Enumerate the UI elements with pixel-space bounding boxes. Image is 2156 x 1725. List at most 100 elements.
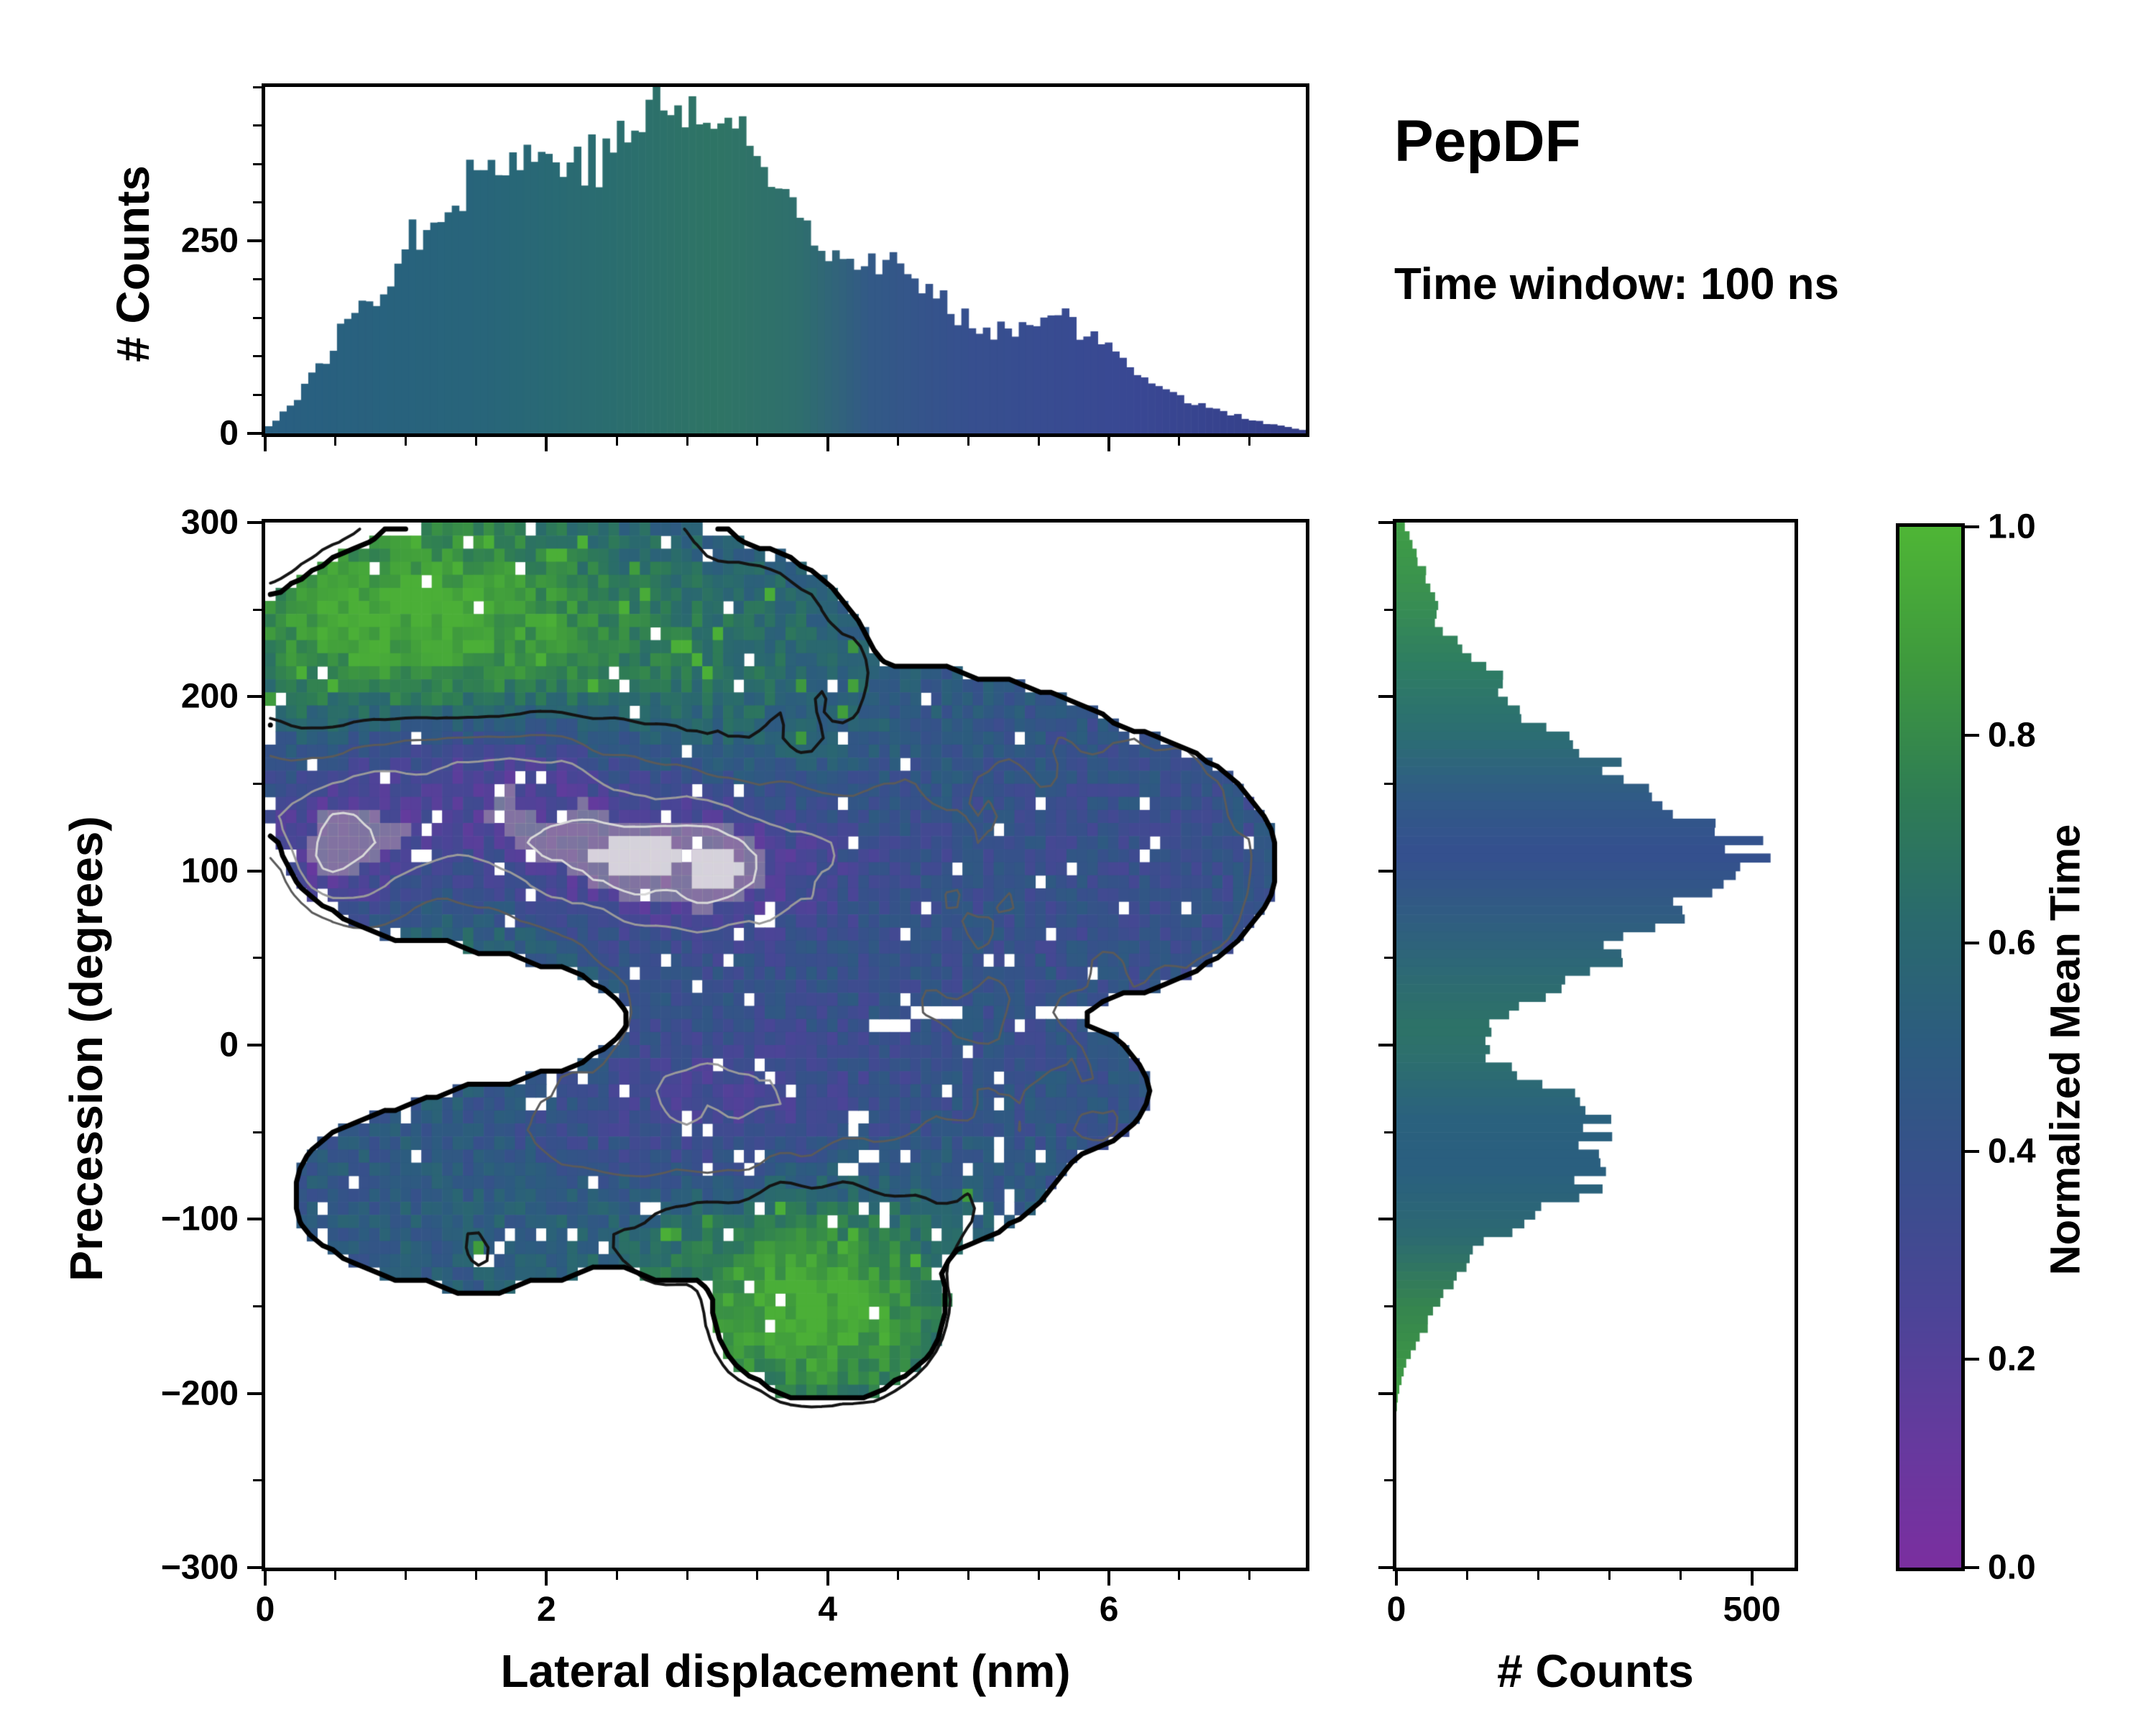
tick-mark: [247, 1566, 262, 1569]
tick-mark: [1965, 1358, 1979, 1361]
tick-label: 0.8: [1988, 716, 2036, 755]
heatmap-canvas: [265, 523, 1306, 1568]
right-hist-x-axis-label: # Counts: [1497, 1645, 1694, 1697]
tick-mark: [247, 521, 262, 524]
tick-mark: [1384, 1131, 1393, 1133]
tick-label: 0.4: [1988, 1132, 2036, 1171]
tick-mark: [253, 86, 262, 88]
figure-subtitle: Time window: 100 ns: [1394, 259, 1840, 309]
tick-mark: [1608, 1571, 1611, 1580]
tick-mark: [247, 432, 262, 435]
tick-label: 250: [180, 221, 239, 260]
tick-mark: [1384, 783, 1393, 785]
tick-mark: [264, 437, 267, 451]
tick-label: 2: [536, 1591, 556, 1629]
tick-mark: [1965, 1149, 1979, 1153]
tick-mark: [253, 201, 262, 204]
main-x-axis-label: Lateral displacement (nm): [500, 1645, 1071, 1697]
tick-label: 6: [1099, 1591, 1119, 1629]
tick-mark: [253, 1479, 262, 1482]
tick-mark: [475, 437, 477, 446]
top-histogram-canvas: [265, 87, 1306, 433]
tick-label: 0.2: [1988, 1340, 2036, 1379]
tick-mark: [247, 695, 262, 699]
tick-label: 0.0: [1988, 1548, 2036, 1587]
tick-mark: [253, 1305, 262, 1307]
tick-mark: [545, 437, 548, 451]
colorbar-panel: [1896, 523, 1965, 1571]
tick-mark: [615, 1571, 618, 1580]
tick-mark: [253, 608, 262, 611]
tick-mark: [826, 1571, 829, 1586]
tick-label: −200: [160, 1374, 239, 1413]
tick-label: 500: [1723, 1591, 1781, 1629]
tick-label: −100: [160, 1200, 239, 1238]
tick-mark: [1378, 1566, 1393, 1569]
colorbar-label: Normalized Mean Time: [2042, 824, 2089, 1276]
tick-label: 0: [219, 414, 239, 453]
tick-mark: [1378, 1218, 1393, 1221]
top-histogram-panel: [262, 83, 1309, 437]
tick-mark: [897, 437, 900, 446]
tick-mark: [253, 124, 262, 127]
tick-mark: [1965, 733, 1979, 737]
heatmap-panel: [262, 519, 1309, 1571]
tick-mark: [253, 355, 262, 358]
tick-mark: [253, 316, 262, 319]
tick-mark: [1178, 437, 1181, 446]
tick-mark: [1378, 521, 1393, 524]
tick-mark: [1037, 1571, 1040, 1580]
tick-mark: [686, 437, 688, 446]
tick-mark: [967, 1571, 969, 1580]
tick-mark: [1248, 437, 1251, 446]
tick-label: 4: [818, 1591, 838, 1629]
tick-mark: [253, 393, 262, 396]
tick-mark: [686, 1571, 688, 1580]
tick-mark: [253, 278, 262, 281]
figure-title: PepDF: [1394, 109, 1581, 174]
tick-mark: [1248, 1571, 1251, 1580]
tick-label: 1.0: [1988, 507, 2036, 546]
tick-mark: [1178, 1571, 1181, 1580]
top-hist-y-axis-label: # Counts: [107, 165, 159, 362]
tick-mark: [334, 1571, 337, 1580]
tick-mark: [1965, 1566, 1979, 1569]
tick-mark: [1384, 957, 1393, 960]
tick-mark: [1537, 1571, 1540, 1580]
tick-mark: [264, 1571, 267, 1586]
tick-mark: [967, 437, 969, 446]
tick-mark: [1378, 695, 1393, 699]
tick-mark: [1750, 1571, 1754, 1586]
right-histogram-panel: [1393, 519, 1798, 1571]
tick-mark: [1384, 1479, 1393, 1482]
tick-mark: [475, 1571, 477, 1580]
tick-label: 0: [255, 1591, 275, 1629]
tick-mark: [1965, 942, 1979, 945]
tick-mark: [247, 239, 262, 243]
tick-label: −300: [160, 1548, 239, 1587]
tick-mark: [1107, 1571, 1111, 1586]
tick-mark: [1378, 1044, 1393, 1046]
right-histogram-canvas: [1396, 523, 1795, 1568]
tick-label: 0: [219, 1026, 239, 1064]
tick-mark: [247, 1218, 262, 1221]
tick-mark: [247, 869, 262, 873]
tick-label: 100: [180, 852, 239, 891]
colorbar-canvas: [1899, 527, 1961, 1568]
tick-label: 0: [1386, 1591, 1406, 1629]
tick-mark: [1037, 437, 1040, 446]
tick-label: 0.6: [1988, 924, 2036, 962]
tick-mark: [826, 437, 829, 451]
tick-mark: [253, 162, 262, 165]
tick-mark: [545, 1571, 548, 1586]
tick-mark: [1466, 1571, 1469, 1580]
tick-mark: [1378, 869, 1393, 873]
tick-mark: [756, 1571, 759, 1580]
tick-mark: [247, 1392, 262, 1395]
tick-mark: [253, 957, 262, 960]
tick-label: 300: [180, 503, 239, 542]
tick-mark: [1384, 608, 1393, 611]
tick-mark: [253, 1131, 262, 1133]
tick-mark: [247, 1044, 262, 1046]
tick-mark: [615, 437, 618, 446]
